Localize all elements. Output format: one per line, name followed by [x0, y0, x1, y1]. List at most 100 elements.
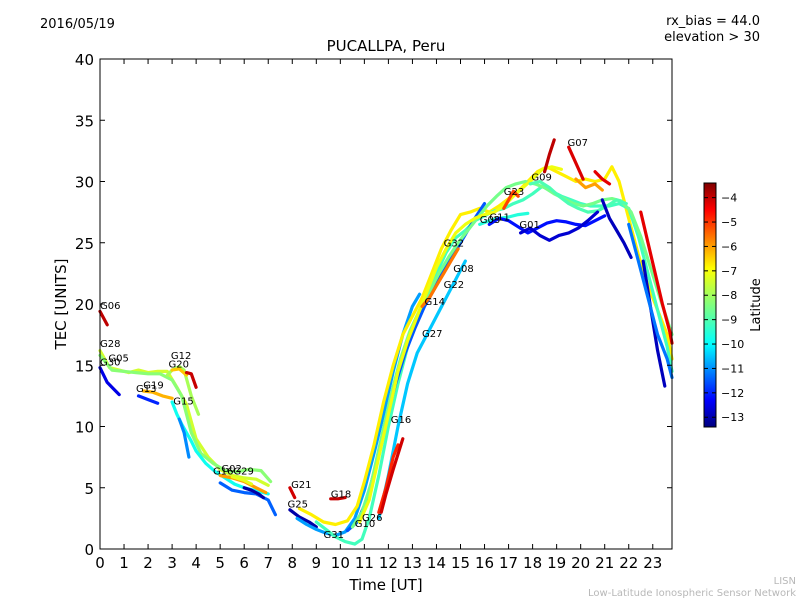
x-axis: 0 1 2 3 4 5 6 7 8 9 10 11 12 13 14 15 16 17 18 19 20 21 22 23 [95, 59, 662, 572]
series-g25 [288, 508, 318, 529]
x-tick-label: 4 [191, 554, 201, 572]
satellite-label: G07 [567, 138, 587, 149]
y-axis: 0 5 10 15 20 25 30 35 40 [75, 51, 672, 559]
colorbar-tick-label: −4 [721, 192, 737, 205]
y-tick-label: 15 [75, 357, 94, 375]
satellite-label: G11 [489, 213, 509, 224]
x-tick-label: 15 [451, 554, 470, 572]
satellite-label: G05 [108, 354, 128, 365]
colorbar-tick-label: −12 [721, 387, 744, 400]
satellite-label: G08 [453, 264, 473, 275]
series-g32 [358, 165, 564, 524]
y-tick-label: 25 [75, 235, 94, 253]
colorbar-tick-label: −7 [721, 265, 737, 278]
x-axis-label: Time [UT] [348, 576, 422, 594]
y-tick-label: 10 [75, 419, 94, 437]
series-g19 [141, 389, 174, 400]
credit-long: Low-Latitude Ionospheric Sensor Network [588, 588, 796, 599]
satellite-label: G26 [362, 513, 382, 524]
series-g16b [377, 443, 400, 514]
colorbar-label: Latitude [749, 278, 764, 332]
satellite-label: G03 [480, 215, 500, 226]
series-g07b [567, 145, 585, 181]
x-tick-label: 13 [403, 554, 422, 572]
x-tick-label: 20 [571, 554, 590, 572]
series-g24b [641, 259, 667, 388]
x-tick-label: 10 [331, 554, 350, 572]
y-tick-label: 30 [75, 174, 94, 192]
satellite-label: G25 [287, 499, 307, 510]
series-g17 [627, 222, 674, 380]
satellite-label: G30 [100, 357, 120, 368]
series-g16c [379, 437, 405, 514]
satellite-label: G14 [424, 297, 444, 308]
y-tick-label: 0 [84, 541, 94, 559]
x-tick-label: 23 [643, 554, 662, 572]
series-g01 [518, 210, 600, 242]
series-g16 [218, 481, 277, 517]
series-g24 [639, 210, 674, 345]
satellite-label: G18 [331, 490, 351, 501]
satellite-label: G23 [504, 187, 524, 198]
x-tick-label: 0 [95, 554, 105, 572]
satellite-label: G01 [519, 220, 539, 231]
x-tick-label: 21 [595, 554, 614, 572]
series-g26 [297, 165, 674, 527]
x-tick-label: 6 [239, 554, 249, 572]
x-tick-label: 1 [119, 554, 129, 572]
x-tick-label: 19 [547, 554, 566, 572]
y-tick-label: 40 [75, 51, 94, 69]
series-g03 [487, 214, 607, 235]
date-label: 2016/05/19 [40, 17, 115, 32]
satellite-label: G27 [422, 329, 442, 340]
satellite-label: G15 [173, 396, 193, 407]
credit: LISN Low-Latitude Ionospheric Sensor Net… [588, 576, 796, 600]
series-g22 [350, 179, 674, 529]
x-tick-label: 3 [167, 554, 177, 572]
chart-title: PUCALLPA, Peru [327, 37, 446, 55]
credit-short: LISN [773, 576, 796, 587]
series-g27 [377, 259, 467, 521]
satellite-label: G31 [324, 530, 344, 541]
y-tick-label: 20 [75, 296, 94, 314]
y-tick-label: 35 [75, 112, 94, 130]
satellite-label: G13 [136, 384, 156, 395]
series-g05 [98, 353, 273, 484]
colorbar-ticks: −4 −5 −6 −7 −8 −9 −10 −11 −12 −13 [704, 192, 744, 424]
series-g07e [600, 198, 633, 259]
satellite-label: G28 [100, 339, 120, 350]
y-tick-label: 5 [84, 480, 94, 498]
colorbar-tick-label: −9 [721, 314, 737, 327]
series-g13 [136, 394, 160, 405]
satellite-label: G32 [444, 238, 464, 249]
series-g07d [593, 170, 612, 186]
x-tick-label: 14 [427, 554, 446, 572]
satellite-label: G02 [221, 464, 241, 475]
series-layer [98, 138, 674, 546]
x-tick-label: 18 [523, 554, 542, 572]
series-g20b [184, 371, 198, 389]
colorbar-tick-label: −11 [721, 362, 744, 375]
satellite-label: G21 [291, 480, 311, 491]
x-tick-label: 9 [312, 554, 322, 572]
series-g18 [329, 496, 347, 501]
series-g07 [542, 138, 556, 174]
x-tick-label: 7 [263, 554, 273, 572]
rx-bias-label: rx_bias = 44.0 [666, 14, 760, 29]
y-axis-label: TEC [UNITS] [52, 259, 70, 351]
series-g02 [177, 417, 191, 459]
colorbar-tick-label: −8 [721, 289, 737, 302]
x-tick-label: 22 [619, 554, 638, 572]
satellite-label: G22 [444, 280, 464, 291]
colorbar [703, 182, 717, 428]
x-tick-label: 11 [355, 554, 374, 572]
label-layer: G06G28G05G30G12G20G19G13G15G02G29G16G21G… [100, 138, 588, 541]
colorbar-tick-label: −5 [721, 216, 737, 229]
series-g20 [170, 367, 189, 377]
series-g29 [230, 475, 253, 486]
x-tick-label: 17 [499, 554, 518, 572]
x-tick-label: 2 [143, 554, 153, 572]
x-tick-label: 12 [379, 554, 398, 572]
series-g21b [288, 486, 297, 500]
